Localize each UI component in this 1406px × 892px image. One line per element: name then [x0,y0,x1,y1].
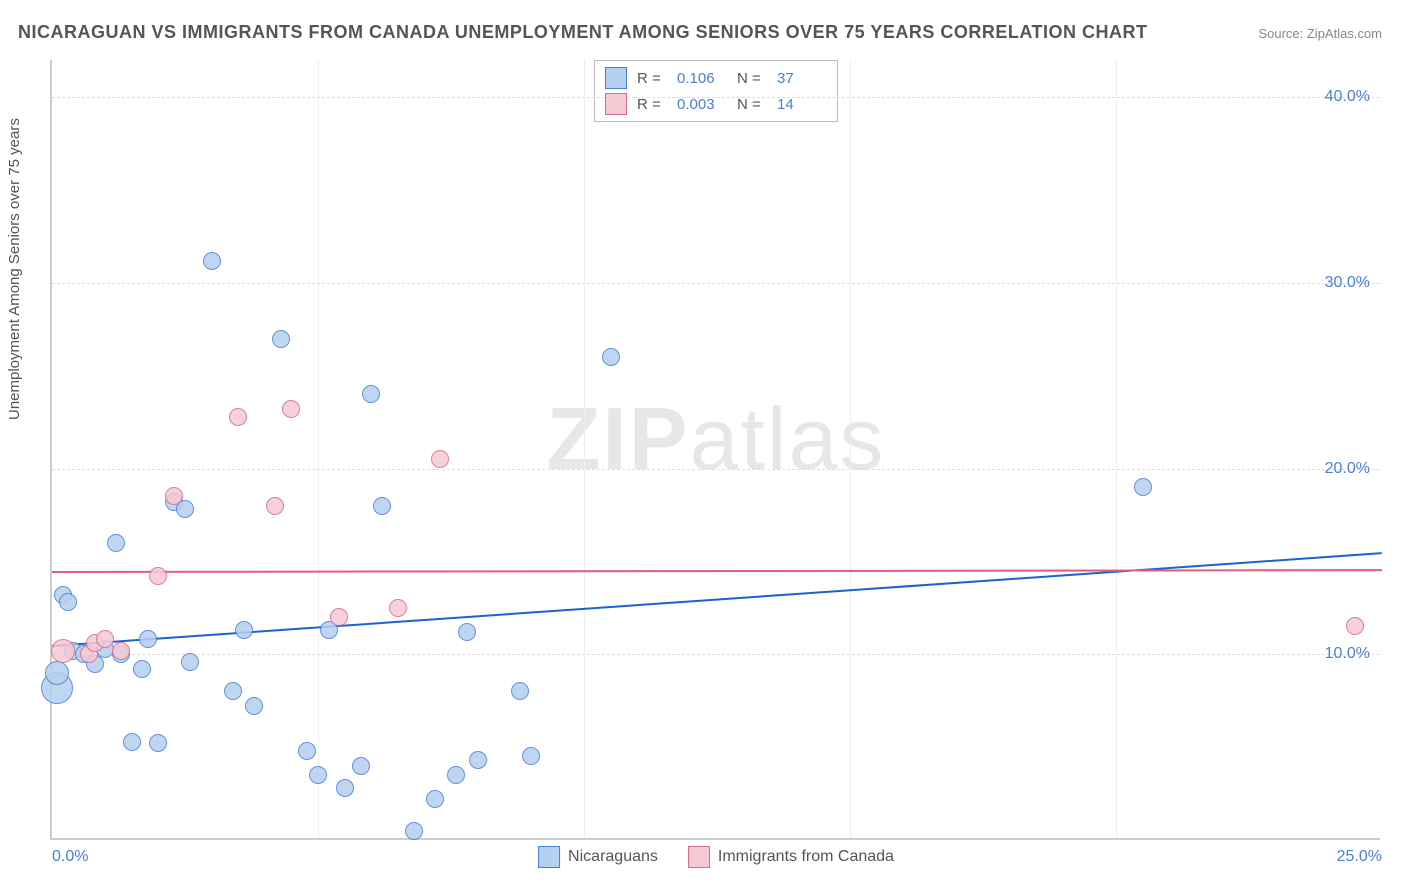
series-legend-label: Immigrants from Canada [718,848,894,866]
data-point [1134,478,1152,496]
data-point [59,593,77,611]
data-point [1346,617,1364,635]
legend-n-value: 37 [777,70,827,87]
data-point [149,567,167,585]
data-point [139,630,157,648]
legend-row: R =0.003N =14 [605,91,827,117]
data-point [45,661,69,685]
y-axis-label: Unemployment Among Seniors over 75 years [6,118,23,420]
data-point [181,653,199,671]
gridline-vertical [584,60,585,838]
data-point [447,766,465,784]
data-point [165,487,183,505]
gridline-horizontal [52,97,1380,98]
data-point [309,766,327,784]
data-point [224,682,242,700]
data-point [133,660,151,678]
data-point [373,497,391,515]
correlation-legend: R = 0.106 N = 37 R =0.003N =14 [594,60,838,122]
legend-swatch [605,67,627,89]
y-tick-label: 20.0% [1325,460,1370,478]
y-tick-label: 10.0% [1325,645,1370,663]
data-point [336,779,354,797]
legend-r-value: 0.106 [677,70,727,87]
gridline-horizontal [52,654,1380,655]
data-point [298,742,316,760]
gridline-horizontal [52,469,1380,470]
source-attribution: Source: ZipAtlas.com [1258,26,1382,41]
data-point [245,697,263,715]
data-point [469,751,487,769]
series-legend-item: Immigrants from Canada [688,846,894,868]
gridline-vertical [1116,60,1117,838]
legend-swatch [538,846,560,868]
series-legend: Nicaraguans Immigrants from Canada [538,846,894,868]
legend-n-label: N = [737,70,767,87]
gridline-vertical [318,60,319,838]
watermark: ZIPatlas [547,388,886,490]
data-point [149,734,167,752]
y-tick-label: 40.0% [1325,88,1370,106]
legend-swatch [688,846,710,868]
data-point [602,348,620,366]
y-tick-label: 30.0% [1325,274,1370,292]
data-point [112,642,130,660]
series-legend-label: Nicaraguans [568,848,658,866]
chart-title: NICARAGUAN VS IMMIGRANTS FROM CANADA UNE… [18,22,1148,43]
data-point [431,450,449,468]
watermark-light: atlas [690,389,886,488]
data-point [96,630,114,648]
data-point [107,534,125,552]
plot-area: ZIPatlas R =0.106N =37R =0.003N =14 Nica… [50,60,1380,840]
gridline-horizontal [52,283,1380,284]
watermark-bold: ZIP [547,389,690,488]
data-point [426,790,444,808]
data-point [282,400,300,418]
data-point [522,747,540,765]
data-point [362,385,380,403]
data-point [272,330,290,348]
x-tick-label: 25.0% [1337,848,1382,866]
data-point [51,639,75,663]
trend-line [52,569,1382,573]
data-point [511,682,529,700]
data-point [330,608,348,626]
data-point [352,757,370,775]
data-point [405,822,423,840]
legend-r-label: R = [637,70,667,87]
data-point [229,408,247,426]
x-tick-label: 0.0% [52,848,88,866]
data-point [203,252,221,270]
data-point [266,497,284,515]
data-point [458,623,476,641]
legend-row: R = 0.106 N = 37 [605,65,827,91]
data-point [123,733,141,751]
series-legend-item: Nicaraguans [538,846,658,868]
data-point [389,599,407,617]
data-point [235,621,253,639]
gridline-vertical [850,60,851,838]
